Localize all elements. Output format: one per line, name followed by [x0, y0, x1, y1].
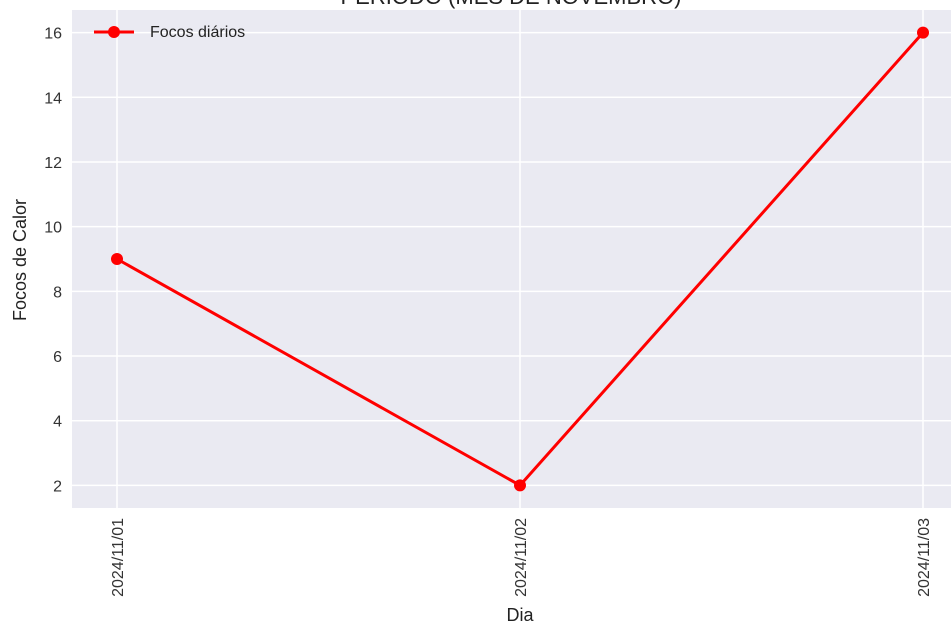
y-tick-label: 10 — [44, 220, 62, 237]
y-tick-label: 6 — [53, 349, 62, 366]
y-tick-label: 2 — [53, 478, 62, 495]
series-layer — [111, 26, 929, 492]
x-axis-ticks: 2024/11/01 2024/11/02 2024/11/03 — [110, 518, 933, 597]
data-point — [514, 479, 526, 492]
data-point — [111, 253, 123, 265]
legend-marker-sample — [108, 26, 120, 38]
legend: Focos diários — [94, 24, 245, 41]
legend-label: Focos diários — [150, 24, 245, 41]
grid — [72, 10, 951, 508]
y-tick-label: 14 — [44, 90, 62, 107]
x-tick-label: 2024/11/01 — [110, 518, 127, 597]
x-axis-label: Dia — [506, 605, 534, 623]
y-axis-ticks: 2 4 6 8 10 12 14 16 — [44, 26, 62, 496]
y-tick-label: 16 — [44, 26, 62, 43]
plot-background — [72, 10, 951, 508]
y-axis-label: Focos de Calor — [10, 199, 30, 321]
data-point — [917, 26, 929, 39]
y-tick-label: 12 — [44, 155, 62, 172]
x-tick-label: 2024/11/02 — [513, 518, 530, 597]
chart-title: PERÍODO (MÊS DE NOVEMBRO) — [340, 0, 681, 9]
y-tick-label: 4 — [53, 414, 62, 431]
y-tick-label: 8 — [53, 284, 62, 301]
x-tick-label: 2024/11/03 — [916, 518, 933, 597]
